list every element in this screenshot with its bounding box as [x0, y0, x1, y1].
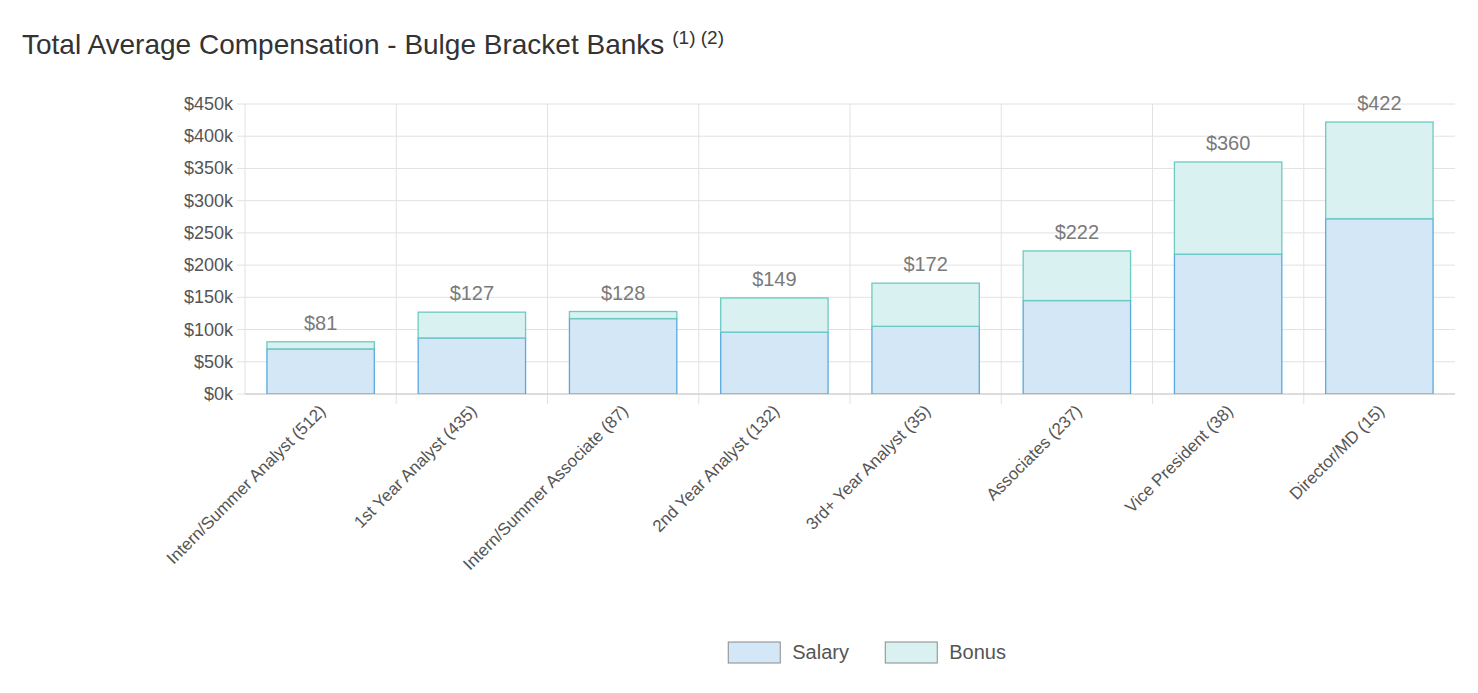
legend-swatch	[728, 642, 780, 663]
y-tick-label: $150k	[184, 287, 234, 307]
legend-label: Salary	[792, 641, 849, 663]
x-tick-label: 1st Year Analyst (435)	[350, 401, 480, 531]
bars	[267, 122, 1433, 394]
legend-swatch	[885, 642, 937, 663]
y-tick-label: $0k	[204, 384, 234, 404]
bar-salary	[569, 319, 676, 394]
title: Total Average Compensation - Bulge Brack…	[22, 27, 724, 60]
x-tick-label: Intern/Summer Associate (87)	[460, 401, 632, 573]
total-label: $128	[601, 282, 646, 304]
y-tick-label: $300k	[184, 191, 234, 211]
total-label: $172	[903, 253, 948, 275]
bar-bonus	[1326, 122, 1433, 219]
grid-line	[237, 136, 1455, 137]
y-tick-label: $400k	[184, 126, 234, 146]
category-separator	[1303, 104, 1304, 404]
y-tick-label: $100k	[184, 320, 234, 340]
x-tick-label: Associates (237)	[983, 401, 1086, 504]
y-tick-label: $50k	[194, 352, 234, 372]
grid: $0k $50k $100k $150k $200k $250k $300k $350k $40…	[184, 94, 1455, 404]
total-label: $360	[1206, 132, 1251, 154]
y-tick-label: $350k	[184, 158, 234, 178]
bar-salary	[721, 332, 828, 394]
title-superscript: (1) (2)	[672, 27, 724, 48]
bar-salary	[1023, 301, 1130, 394]
legend-label: Bonus	[949, 641, 1006, 663]
chart: Total Average Compensation - Bulge Brack…	[0, 0, 1478, 693]
total-label: $422	[1357, 92, 1402, 114]
x-tick-label: Intern/Summer Analyst (512)	[163, 401, 329, 567]
total-label: $127	[450, 282, 495, 304]
legend: Salary Bonus	[728, 641, 1006, 663]
title-text: Total Average Compensation - Bulge Brack…	[22, 29, 664, 60]
category-separator	[1152, 104, 1153, 404]
y-axis-line	[245, 104, 246, 394]
bar-salary	[267, 349, 374, 394]
total-label: $149	[752, 268, 797, 290]
category-separator	[850, 104, 851, 404]
y-tick-label: $450k	[184, 94, 234, 114]
bar-bonus	[1023, 251, 1130, 301]
bar-salary	[418, 338, 525, 394]
bar-bonus	[267, 342, 374, 349]
bar-salary	[872, 326, 979, 394]
bar-salary	[1174, 254, 1281, 394]
x-tick-label: 3rd+ Year Analyst (35)	[802, 401, 934, 533]
bar-bonus	[872, 283, 979, 326]
category-separator	[1001, 104, 1002, 404]
y-tick-label: $200k	[184, 255, 234, 275]
category-separator	[698, 104, 699, 404]
y-tick-label: $250k	[184, 223, 234, 243]
total-label: $222	[1055, 221, 1100, 243]
x-tick-label: Vice President (38)	[1122, 401, 1237, 516]
bar-bonus	[721, 298, 828, 332]
total-label: $81	[304, 312, 337, 334]
category-separator	[396, 104, 397, 404]
bar-bonus	[418, 312, 525, 338]
x-tick-label: Director/MD (15)	[1286, 401, 1388, 503]
bar-salary	[1326, 219, 1433, 394]
labels: $81 Intern/Summer Analyst (512) $127 1st Ye…	[163, 92, 1402, 574]
x-tick-label: 2nd Year Analyst (132)	[649, 401, 783, 535]
bar-bonus	[1174, 162, 1281, 254]
bar-bonus	[569, 312, 676, 319]
grid-line	[237, 104, 1455, 105]
category-separator	[547, 104, 548, 404]
